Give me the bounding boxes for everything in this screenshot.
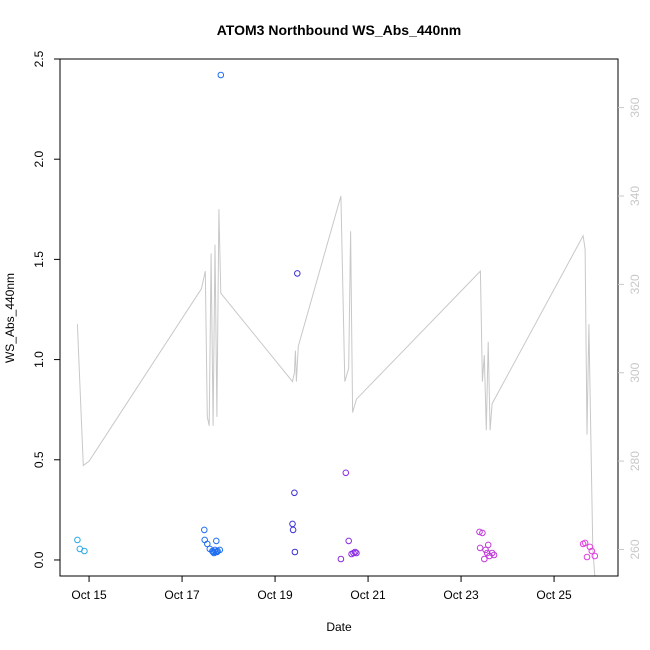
x-tick-label: Oct 19: [257, 588, 293, 602]
y-tick-label: 2.0: [32, 151, 46, 168]
y2-tick-label: 300: [628, 362, 642, 382]
x-tick-label: Oct 15: [71, 588, 107, 602]
data-point: [476, 528, 483, 536]
data-point: [217, 71, 225, 79]
chart-title: ATOM3 Northbound WS_Abs_440nm: [217, 22, 462, 38]
data-point: [210, 549, 218, 557]
data-point: [482, 546, 489, 554]
y-tick-label: 1.0: [32, 351, 46, 368]
y-tick-label: 0.5: [32, 451, 46, 468]
x-tick-label: Oct 21: [350, 588, 386, 602]
data-point: [481, 555, 488, 563]
data-point: [209, 548, 217, 556]
data-point: [289, 526, 297, 534]
data-point: [588, 547, 596, 555]
y2-tick-label: 260: [628, 539, 642, 559]
x-tick-label: Oct 23: [443, 588, 479, 602]
y-axis: 0.0 0.5 1.0 1.5 2.0 2.5: [32, 50, 60, 568]
x-tick-label: Oct 25: [536, 588, 572, 602]
data-point: [484, 541, 492, 549]
secondary-line-layer: [76, 195, 596, 577]
data-point: [81, 547, 88, 555]
data-point: [591, 552, 599, 560]
data-point: [586, 543, 594, 551]
data-point: [342, 469, 350, 477]
data-point: [213, 537, 220, 545]
data-point: [201, 536, 208, 544]
data-point: [353, 549, 360, 557]
y2-tick-label: 280: [628, 451, 642, 471]
data-point: [201, 526, 208, 534]
data-point: [488, 549, 496, 557]
data-point: [291, 548, 299, 556]
data-point: [291, 489, 298, 497]
data-point: [204, 540, 211, 548]
data-point: [350, 549, 357, 557]
points-layer: [74, 71, 599, 563]
data-point: [490, 551, 498, 559]
y-tick-label: 0.0: [32, 551, 46, 568]
plot-frame: [59, 58, 619, 577]
y-tick-label: 2.5: [32, 50, 46, 67]
y-axis-label: WS_Abs_440nm: [3, 273, 17, 363]
data-point: [581, 539, 589, 547]
data-point: [294, 270, 301, 277]
data-point: [345, 537, 353, 545]
y2-tick-label: 360: [628, 97, 642, 117]
data-point: [476, 544, 484, 552]
data-point: [337, 555, 345, 563]
y2-tick-label: 340: [628, 186, 642, 206]
y2-tick-label: 320: [628, 274, 642, 294]
x-axis-label: Date: [326, 620, 352, 634]
x-tick-label: Oct 17: [164, 588, 200, 602]
data-point: [74, 536, 81, 544]
secondary-line: [76, 195, 596, 577]
data-point: [479, 529, 486, 537]
data-point: [351, 548, 359, 556]
data-point: [289, 520, 296, 528]
data-point: [583, 553, 591, 561]
secondary-y-axis: 260 280 300 320 340 360: [618, 97, 642, 560]
x-axis: Oct 15 Oct 17 Oct 19 Oct 21 Oct 23 Oct 25: [71, 576, 572, 602]
data-point: [216, 546, 224, 554]
y-tick-label: 1.5: [32, 251, 46, 268]
